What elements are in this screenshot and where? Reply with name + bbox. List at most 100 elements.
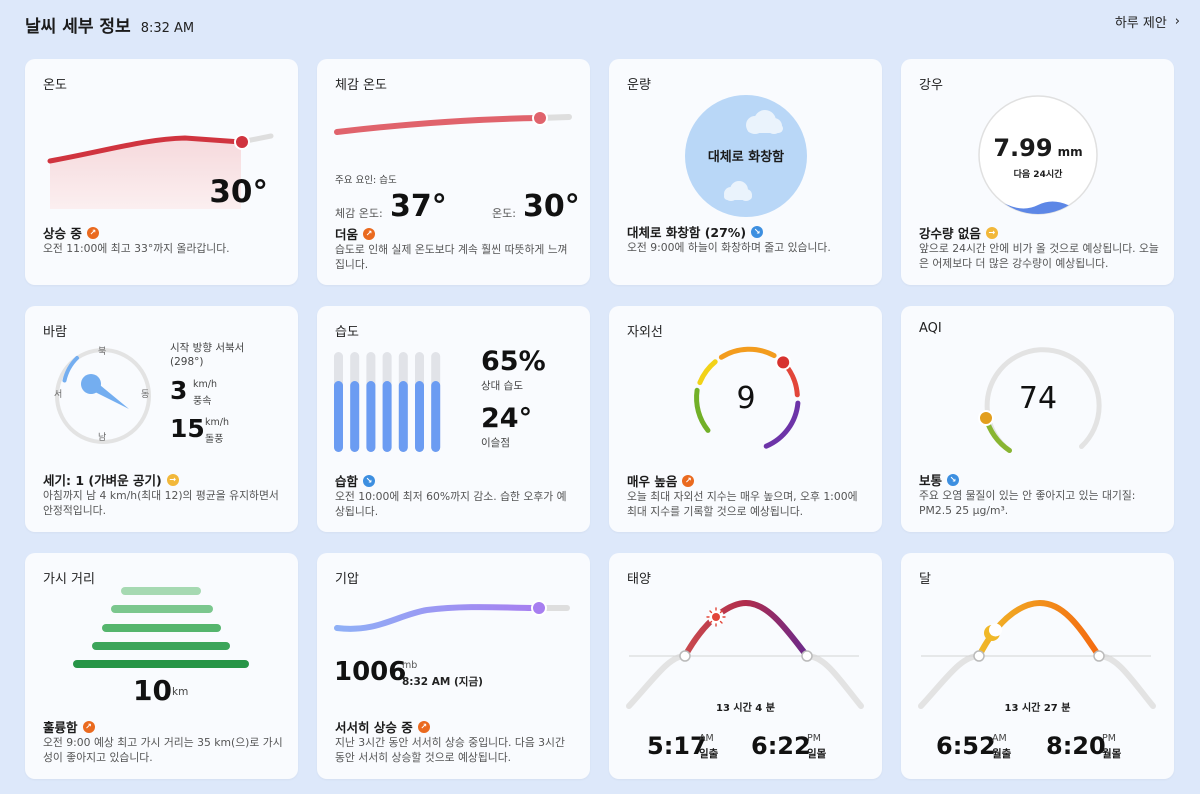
uv-value: 9 [736, 381, 756, 416]
visibility-bars [73, 587, 249, 668]
temp-value: 30° [523, 189, 580, 224]
cloud-graphic [685, 95, 807, 217]
status-label: 강수량 없음 [919, 226, 981, 241]
cloud-cover-card[interactable]: 운량 대체로 화창함 대체로 화창함 (27%) ↘ 오전 9:00에 하늘이 … [609, 59, 882, 285]
factor-label: 주요 요인: 습도 [335, 175, 397, 186]
current-temp-dot [234, 134, 250, 150]
gust-speed: 15 [170, 414, 205, 443]
status: 보통 ↘ [919, 470, 960, 489]
sunset-label: 일몰 [807, 748, 827, 760]
sunrise-ampm: AM [699, 733, 714, 744]
uv-gauge [694, 346, 801, 449]
aqi-gauge [978, 347, 1102, 453]
visibility-value: 10 [133, 674, 172, 707]
wind-compass [55, 348, 151, 444]
temperature-graph [47, 133, 274, 209]
compass-s: 남 [98, 433, 107, 443]
humidity-bar-fill [350, 381, 360, 452]
visibility-card[interactable]: 가시 거리 10 km 훌륭함 ↗ 오전 9:00 예상 최고 가시 거리는 3… [25, 553, 298, 779]
compass-n: 북 [98, 347, 107, 357]
card-title: 바람 [43, 325, 67, 340]
sunrise-label: 일출 [699, 748, 719, 760]
description: 주요 오염 물질이 있는 안 좋아지고 있는 대기질: PM2.5 25 µg/… [919, 489, 1136, 517]
pressure-time: 8:32 AM (지금) [402, 676, 483, 688]
status-label: 습함 [335, 474, 359, 489]
precipitation-card[interactable]: 강우 7.99 mm 다음 24시간 강수량 없음 → 앞으로 24시간 안에 … [901, 59, 1174, 285]
wind-speed-unit: km/h [193, 379, 217, 390]
gust-unit: km/h [205, 417, 229, 428]
trend-up-icon: ↗ [682, 474, 695, 487]
temp-label: 온도: [492, 207, 516, 220]
status: 훌륭함 ↗ [43, 717, 95, 736]
card-title: 기압 [335, 572, 359, 587]
pressure-value: 1006 [334, 657, 407, 687]
aqi-indicator-dot [978, 410, 994, 426]
wind-direction: 시작 방향 서북서 [170, 342, 245, 354]
status-label: 훌륭함 [43, 720, 78, 735]
precip-value: 7.99 [993, 134, 1053, 162]
day-length: 13 시간 4 분 [716, 703, 775, 714]
compass-e: 동 [141, 390, 150, 400]
status: 대체로 화창함 (27%) ↘ [627, 222, 764, 241]
page-title: 날씨 세부 정보 [25, 17, 131, 37]
aqi-card[interactable]: AQI 74 보통 ↘ 주요 오염 물질이 있는 안 좋아지고 있는 대기질: … [901, 306, 1174, 532]
humidity-value: 65% [481, 346, 546, 377]
status-label: 매우 높음 [627, 474, 678, 489]
pressure-graph [334, 600, 570, 632]
wind-card[interactable]: 바람 북 남 동 서 시작 방향 서북서 (298°) 3 km/h 풍속 15… [25, 306, 298, 532]
moon-card[interactable]: 달 13 시간 27 분 6:52 AM 월출 8:20 PM 월몰 [901, 553, 1174, 779]
feels-like-card[interactable]: 체감 온도 주요 요인: 습도 체감 온도: 37° 온도: 30° 더움 ↗ … [317, 59, 590, 285]
description: 오전 10:00에 최저 60%까지 감소. 습한 오후가 예상됩니다. [335, 490, 567, 518]
chevron-right-icon: › [1174, 14, 1180, 29]
description: 앞으로 24시간 안에 비가 올 것으로 예상됩니다. 오늘은 어제보다 더 많… [919, 242, 1159, 270]
moonrise-label: 월출 [992, 748, 1012, 760]
card-title: 태양 [627, 572, 651, 587]
pressure-card[interactable]: 기압 1006 mb 8:32 AM (지금) 서서히 상승 중 ↗ 지난 3시… [317, 553, 590, 779]
card-title: 자외선 [627, 325, 663, 340]
uv-card[interactable]: 자외선 9 매우 높음 ↗ 오늘 최대 자외선 지수는 매우 높으며, 오후 1… [609, 306, 882, 532]
card-title: 운량 [627, 78, 651, 93]
moonrise-time: 6:52 [936, 732, 996, 760]
day-suggestion-link[interactable]: 하루 제안 › [1115, 12, 1180, 31]
pressure-unit: mb [402, 660, 418, 671]
description: 습도로 인해 실제 온도보다 계속 훨씬 따뜻하게 느껴집니다. [335, 243, 568, 271]
wind-degrees: (298°) [170, 356, 204, 368]
precipitation-graphic [978, 95, 1098, 215]
feels-value: 37° [390, 189, 447, 224]
status: 매우 높음 ↗ [627, 471, 695, 490]
feels-like-graph [334, 110, 572, 135]
status-label: 상승 중 [43, 226, 82, 241]
trend-right-icon: → [985, 226, 998, 239]
cloud-center-label: 대체로 화창함 [707, 150, 785, 165]
cloud-icon [724, 181, 752, 201]
temperature-card[interactable]: 온도 30° 상승 중 ↗ 오전 11:00에 최고 33°까지 올라갑니다. [25, 59, 298, 285]
humidity-bars [334, 352, 441, 452]
trend-down-icon: ↘ [751, 225, 764, 238]
sunset-time: 6:22 [751, 732, 811, 760]
status-label: 세기: 1 (가벼운 공기) [43, 473, 162, 488]
moonset-time: 8:20 [1046, 732, 1106, 760]
temperature-value: 30° [209, 174, 268, 210]
card-title: AQI [919, 321, 942, 336]
moon-icon [984, 623, 1002, 641]
card-title: 달 [919, 572, 931, 587]
humidity-bar-fill [334, 381, 343, 452]
current-pressure-dot [531, 600, 547, 616]
precip-value-wrap: 7.99 mm [979, 134, 1097, 162]
trend-down-icon: ↘ [947, 473, 960, 486]
humidity-card[interactable]: 습도 65% 상대 습도 24° 이슬점 습함 ↘ 오전 10:00에 최저 6… [317, 306, 590, 532]
visibility-unit: km [172, 686, 189, 698]
status-label: 대체로 화창함 (27%) [627, 225, 747, 240]
gust-label: 돌풍 [205, 434, 224, 445]
precip-unit: mm [1057, 145, 1083, 159]
humidity-bar-fill [415, 381, 424, 452]
trend-up-icon: ↗ [417, 720, 430, 733]
cloud-icon [746, 110, 783, 134]
sun-card[interactable]: 태양 13 시간 4 분 5:17 AM 일출 6:22 PM [609, 553, 882, 779]
card-title: 온도 [43, 78, 67, 93]
sunrise-time: 5:17 [647, 732, 707, 760]
description: 오늘 최대 자외선 지수는 매우 높으며, 오후 1:00에 최대 지수를 기록… [627, 490, 858, 518]
sun-arc [626, 599, 864, 709]
status-label: 더움 [335, 227, 359, 242]
description: 지난 3시간 동안 서서히 상승 중입니다. 다음 3시간 동안 서서히 상승할… [335, 736, 565, 764]
